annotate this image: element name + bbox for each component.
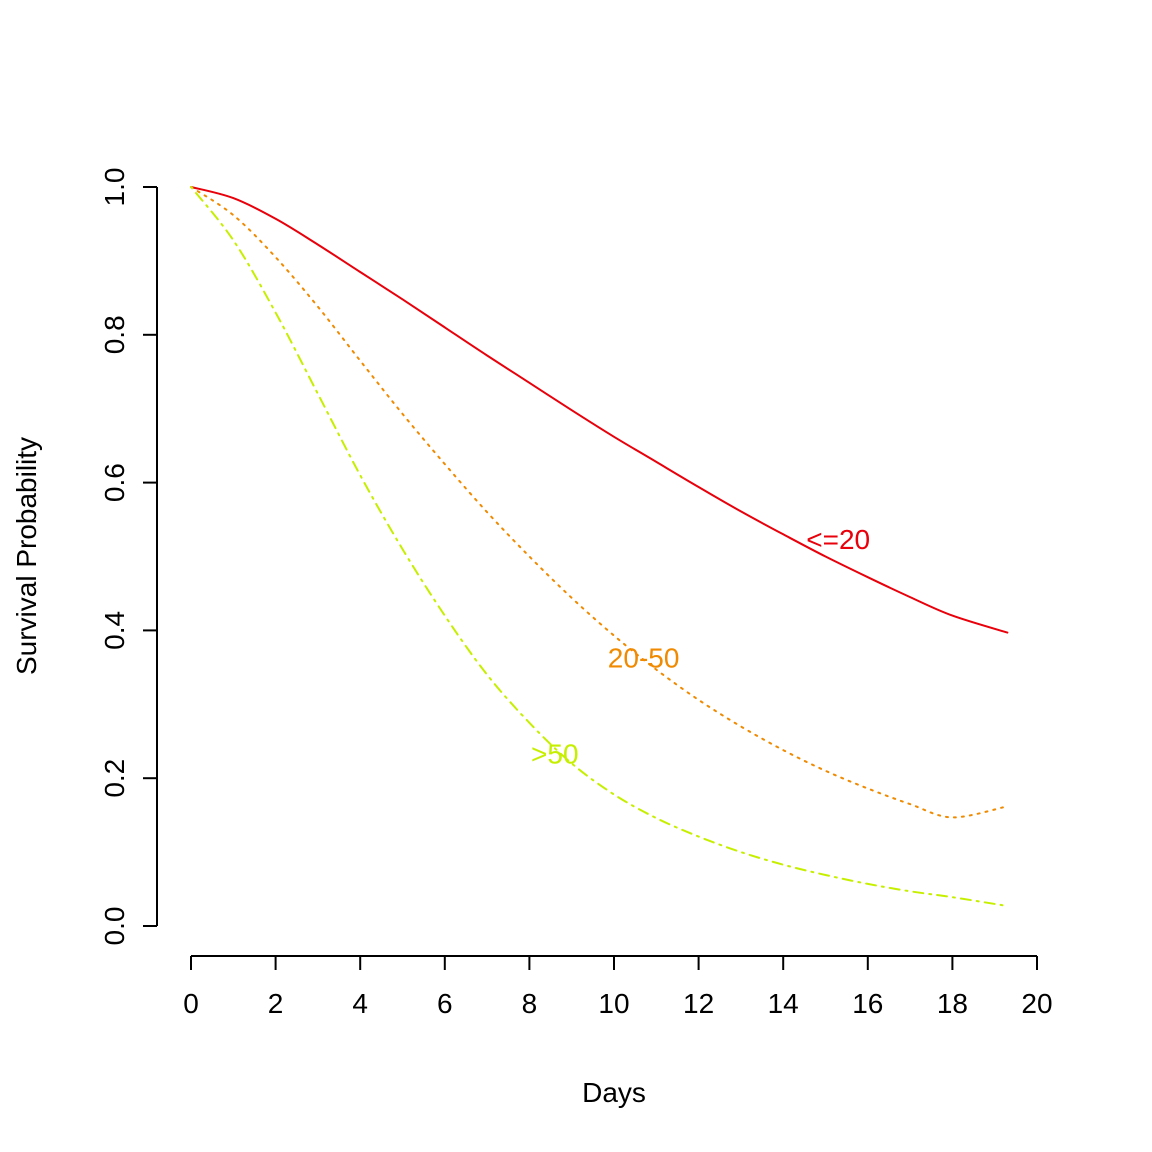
y-tick-label: 0.2: [99, 759, 130, 798]
axes: 0 2 4 6 8 10 12 14 16 18 20 0.0 0.2 0.4 0.6 0.8 1.0: [99, 168, 1053, 1019]
series-line-20: [190, 186, 1009, 634]
series-group: [190, 186, 1009, 907]
x-tick-label: 12: [683, 988, 714, 1019]
series-labels: <=20 20-50 >50: [531, 524, 870, 769]
y-tick-label: 0.4: [99, 611, 130, 650]
x-tick-label: 4: [352, 988, 368, 1019]
x-tick-label: 8: [522, 988, 538, 1019]
y-tick-label: 1.0: [99, 168, 130, 207]
series-label-20: <=20: [806, 524, 870, 555]
x-tick-label: 14: [768, 988, 799, 1019]
series-line-20-50: [190, 186, 1009, 819]
y-tick-label: 0.0: [99, 907, 130, 946]
x-tick-label: 0: [183, 988, 199, 1019]
y-tick-label: 0.8: [99, 315, 130, 354]
x-tick-label: 6: [437, 988, 453, 1019]
series-label-20-50: 20-50: [608, 642, 680, 673]
series-label-50: >50: [531, 738, 579, 769]
x-tick-label: 2: [268, 988, 284, 1019]
x-axis-title: Days: [582, 1077, 646, 1108]
y-tick-label: 0.6: [99, 463, 130, 502]
y-axis-title: Survival Probability: [11, 437, 42, 675]
series-line-50: [190, 186, 1009, 907]
x-tick-label: 16: [852, 988, 883, 1019]
x-tick-label: 10: [598, 988, 629, 1019]
x-tick-label: 18: [937, 988, 968, 1019]
x-tick-label: 20: [1021, 988, 1052, 1019]
